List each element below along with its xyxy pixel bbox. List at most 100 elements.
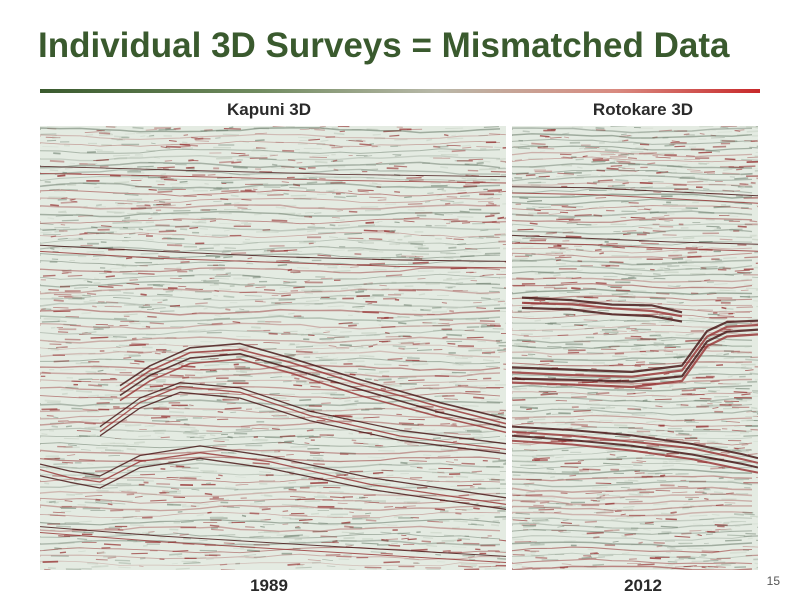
seismic-layer-band (40, 518, 501, 526)
seismic-noise-stroke (519, 406, 538, 410)
seismic-noise-stroke (117, 528, 124, 531)
seismic-noise-stroke (123, 357, 132, 359)
seismic-layer-band (512, 319, 752, 324)
seismic-noise-stroke (482, 359, 495, 362)
seismic-noise-stroke (573, 409, 591, 413)
seismic-layer-band (512, 541, 753, 548)
seismic-noise-stroke (332, 265, 338, 267)
seismic-noise-stroke (525, 464, 544, 467)
seismic-noise-stroke (199, 228, 208, 230)
seismic-noise-stroke (512, 398, 526, 402)
seismic-noise-stroke (472, 435, 484, 438)
seismic-noise-stroke (512, 258, 528, 261)
seismic-noise-stroke (698, 151, 713, 154)
seismic-noise-stroke (93, 159, 109, 162)
seismic-noise-stroke (263, 230, 279, 233)
seismic-noise-stroke (605, 449, 621, 452)
seismic-noise-stroke (476, 161, 484, 165)
seismic-noise-stroke (626, 390, 636, 393)
seismic-noise-stroke (614, 399, 626, 402)
seismic-noise-stroke (628, 201, 639, 204)
seismic-noise-stroke (609, 261, 624, 264)
seismic-layer-band (512, 535, 753, 542)
seismic-noise-stroke (745, 369, 754, 371)
seismic-noise-stroke (175, 567, 190, 570)
seismic-noise-stroke (204, 492, 213, 496)
seismic-noise-stroke (288, 541, 306, 544)
seismic-noise-stroke (699, 132, 705, 135)
seismic-noise-stroke (639, 152, 657, 155)
seismic-noise-stroke (535, 519, 550, 523)
seismic-layer-band (40, 441, 501, 449)
seismic-noise-stroke (124, 216, 131, 220)
seismic-noise-stroke (151, 419, 170, 423)
seismic-noise-stroke (103, 543, 121, 546)
seismic-noise-stroke (645, 351, 655, 353)
seismic-noise-stroke (113, 297, 131, 299)
seismic-noise-stroke (547, 355, 552, 358)
seismic-noise-stroke (304, 304, 310, 307)
seismic-noise-stroke (181, 505, 200, 508)
seismic-noise-stroke (712, 474, 729, 476)
seismic-noise-stroke (634, 205, 639, 208)
seismic-noise-stroke (452, 382, 467, 384)
seismic-noise-stroke (671, 491, 688, 494)
seismic-layer-band (40, 322, 501, 330)
seismic-noise-stroke (478, 160, 491, 163)
seismic-noise-stroke (195, 140, 210, 142)
seismic-noise-stroke (387, 357, 403, 361)
seismic-noise-stroke (443, 134, 449, 137)
seismic-noise-stroke (47, 567, 56, 570)
seismic-noise-stroke (349, 349, 357, 351)
seismic-noise-stroke (751, 267, 758, 269)
seismic-noise-stroke (298, 486, 317, 489)
seismic-noise-stroke (42, 560, 59, 563)
seismic-noise-stroke (578, 381, 594, 384)
seismic-reflector (512, 425, 758, 460)
seismic-noise-stroke (731, 429, 747, 432)
seismic-noise-stroke (426, 544, 438, 547)
seismic-noise-stroke (526, 408, 532, 411)
seismic-noise-stroke (369, 196, 387, 199)
seismic-noise-stroke (322, 559, 334, 561)
seismic-noise-stroke (472, 180, 486, 183)
seismic-reflector (40, 526, 506, 557)
seismic-layer-band (40, 364, 501, 371)
seismic-noise-stroke (81, 419, 99, 421)
seismic-noise-stroke (108, 455, 121, 457)
seismic-noise-stroke (463, 306, 479, 308)
seismic-noise-stroke (378, 324, 384, 327)
seismic-noise-stroke (52, 135, 57, 137)
seismic-noise-stroke (394, 138, 408, 141)
seismic-noise-stroke (56, 346, 68, 349)
seismic-noise-stroke (442, 549, 451, 553)
seismic-noise-stroke (628, 500, 643, 503)
seismic-noise-stroke (310, 127, 320, 130)
seismic-noise-stroke (416, 349, 433, 351)
seismic-noise-stroke (636, 472, 642, 475)
seismic-noise-stroke (340, 266, 352, 269)
seismic-noise-stroke (483, 350, 492, 352)
seismic-noise-stroke (165, 145, 181, 148)
seismic-noise-stroke (257, 531, 272, 534)
seismic-layer-band (40, 294, 501, 301)
seismic-noise-stroke (405, 390, 410, 392)
seismic-noise-stroke (200, 374, 217, 377)
seismic-noise-stroke (349, 373, 356, 376)
seismic-noise-stroke (152, 298, 168, 301)
seismic-noise-stroke (589, 292, 603, 295)
seismic-noise-stroke (399, 469, 414, 471)
seismic-layer-band (512, 499, 753, 506)
seismic-noise-stroke (124, 353, 141, 356)
seismic-noise-stroke (332, 396, 351, 399)
seismic-noise-stroke (282, 523, 289, 526)
seismic-layer-band (512, 529, 753, 535)
seismic-noise-stroke (697, 309, 714, 311)
seismic-noise-stroke (628, 152, 635, 156)
seismic-noise-stroke (84, 501, 96, 504)
seismic-layer-band (40, 238, 501, 246)
seismic-noise-stroke (612, 184, 626, 187)
seismic-noise-stroke (137, 233, 150, 236)
seismic-noise-stroke (57, 174, 66, 177)
seismic-noise-stroke (721, 329, 733, 331)
